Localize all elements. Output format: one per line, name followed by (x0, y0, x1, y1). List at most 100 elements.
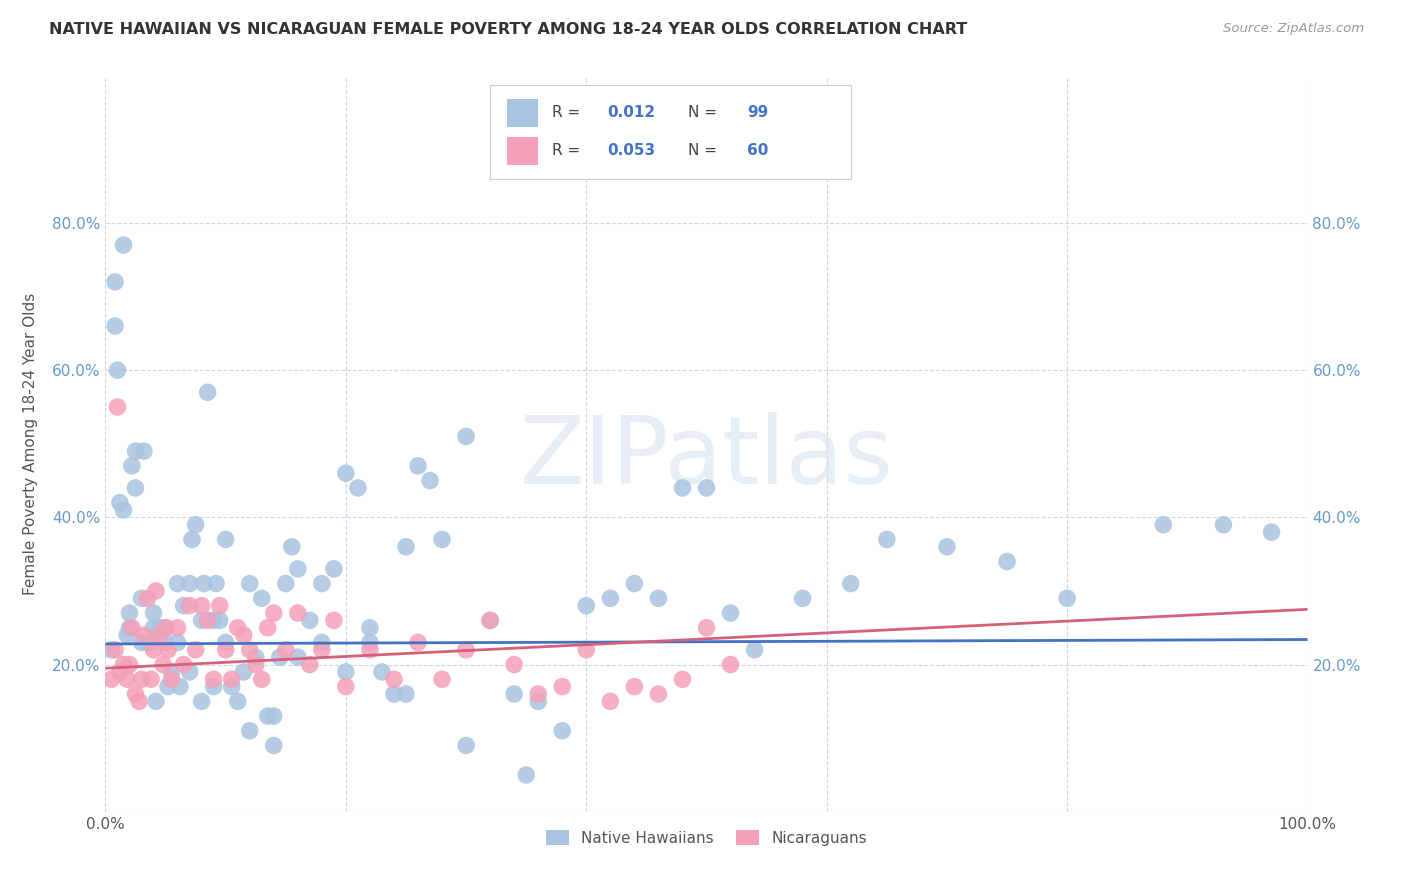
Point (335, 680, 357, 694)
Point (166, 635, 188, 649)
Point (1212, 517, 1234, 532)
Point (250, 673, 273, 687)
Point (359, 642, 381, 657)
Point (503, 687, 526, 701)
Point (132, 444, 155, 458)
Point (190, 599, 212, 613)
Y-axis label: Female Poverty Among 18-24 Year Olds: Female Poverty Among 18-24 Year Olds (24, 293, 38, 595)
Point (287, 606, 309, 620)
Legend: Native Hawaiians, Nicaraguans: Native Hawaiians, Nicaraguans (540, 823, 873, 852)
Point (202, 673, 225, 687)
Point (1056, 591, 1078, 606)
Point (298, 657, 321, 672)
Point (995, 554, 1018, 569)
Point (131, 673, 153, 687)
FancyBboxPatch shape (506, 99, 538, 127)
Point (179, 576, 201, 591)
Point (551, 723, 574, 738)
Text: N =: N = (688, 105, 721, 120)
Point (166, 621, 188, 635)
Point (274, 576, 297, 591)
Point (112, 238, 135, 252)
Point (287, 562, 309, 576)
Point (720, 606, 742, 620)
Point (214, 635, 236, 649)
Point (335, 466, 357, 480)
Point (239, 642, 262, 657)
Point (359, 621, 381, 635)
Point (181, 533, 204, 547)
Point (208, 614, 231, 628)
Point (371, 665, 394, 679)
Text: NATIVE HAWAIIAN VS NICARAGUAN FEMALE POVERTY AMONG 18-24 YEAR OLDS CORRELATION C: NATIVE HAWAIIAN VS NICARAGUAN FEMALE POV… (49, 22, 967, 37)
Point (118, 657, 141, 672)
Point (456, 739, 478, 753)
Point (108, 496, 131, 510)
Point (274, 642, 297, 657)
Point (128, 694, 150, 708)
Point (173, 599, 195, 613)
Point (197, 385, 219, 400)
Point (876, 533, 898, 547)
Point (527, 694, 550, 708)
Point (179, 599, 201, 613)
Point (232, 628, 254, 642)
Point (197, 614, 219, 628)
Point (118, 606, 141, 620)
Point (160, 673, 183, 687)
Point (226, 694, 249, 708)
Point (139, 635, 162, 649)
Point (1260, 524, 1282, 539)
Point (108, 665, 131, 679)
Point (281, 540, 304, 554)
Point (104, 318, 127, 333)
Point (121, 458, 143, 473)
Point (256, 621, 278, 635)
Point (347, 481, 370, 495)
Point (263, 739, 285, 753)
Point (311, 576, 333, 591)
Point (322, 614, 344, 628)
Point (245, 650, 267, 665)
Point (239, 576, 262, 591)
Point (239, 723, 262, 738)
Point (311, 642, 333, 657)
Point (131, 591, 153, 606)
Point (226, 621, 249, 635)
Point (214, 533, 236, 547)
Point (169, 680, 191, 694)
Point (245, 657, 267, 672)
Point (382, 673, 405, 687)
Point (179, 665, 201, 679)
Point (104, 275, 127, 289)
Point (132, 628, 155, 642)
Point (430, 533, 453, 547)
Point (139, 673, 162, 687)
Point (382, 687, 405, 701)
Point (647, 591, 669, 606)
Point (1152, 517, 1174, 532)
Point (156, 642, 179, 657)
Point (263, 606, 285, 620)
Point (193, 576, 215, 591)
Point (936, 540, 959, 554)
Point (184, 642, 207, 657)
Point (599, 591, 621, 606)
Point (121, 621, 143, 635)
Point (671, 481, 693, 495)
Text: 0.053: 0.053 (607, 144, 655, 159)
Point (148, 621, 170, 635)
Point (311, 635, 333, 649)
Point (115, 673, 138, 687)
Point (792, 591, 814, 606)
Point (145, 584, 167, 599)
Point (148, 628, 170, 642)
Point (142, 642, 165, 657)
Text: R =: R = (553, 144, 585, 159)
Point (100, 673, 122, 687)
Point (479, 614, 502, 628)
Text: 60: 60 (747, 144, 769, 159)
Point (107, 400, 129, 414)
Point (287, 650, 309, 665)
Point (406, 458, 429, 473)
